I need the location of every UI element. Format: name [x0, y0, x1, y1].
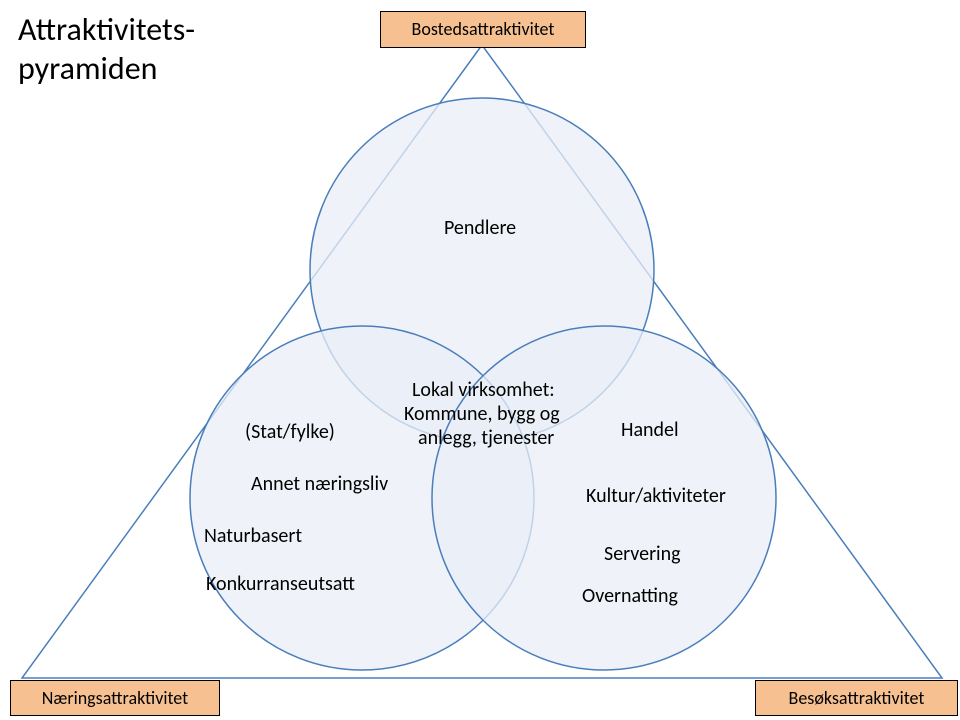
label-annet: Annet næringsliv	[251, 472, 388, 496]
label-box-left: Næringsattraktivitet	[10, 680, 220, 716]
label-box-top: Bostedsattraktivitet	[380, 11, 586, 48]
page-title: Attraktivitets- pyramiden	[18, 10, 195, 88]
label-lokal2: Kommune, bygg og	[404, 402, 560, 426]
label-pendlere: Pendlere	[444, 216, 516, 240]
label-box-right: Besøksattraktivitet	[755, 680, 958, 716]
label-naturbasert: Naturbasert	[204, 524, 302, 548]
label-lokal1: Lokal virksomhet:	[412, 378, 555, 402]
label-servering: Servering	[604, 542, 681, 566]
label-overnatting: Overnatting	[582, 584, 678, 608]
diagram-canvas	[0, 0, 960, 720]
label-konkurranse: Konkurranseutsatt	[206, 572, 355, 596]
label-kultur: Kultur/aktiviteter	[586, 484, 726, 508]
label-stat_fylke: (Stat/fylke)	[245, 420, 335, 444]
label-lokal3: anlegg, tjenester	[418, 426, 554, 450]
label-handel: Handel	[621, 418, 679, 442]
